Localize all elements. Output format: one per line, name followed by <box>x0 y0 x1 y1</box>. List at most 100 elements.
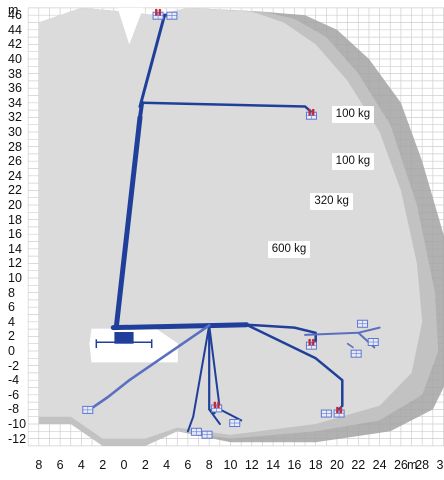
platform-basket <box>211 401 223 413</box>
y-tick-label: 2 <box>8 329 15 344</box>
y-tick-label: 24 <box>8 168 22 183</box>
y-tick-label: 22 <box>8 183 22 198</box>
envelope-top-notch <box>117 7 144 45</box>
x-tick-label: 0 <box>120 458 128 472</box>
x-tick-label: 2 <box>99 458 107 472</box>
y-tick-label: 10 <box>8 271 22 285</box>
right-arm-stub <box>346 342 354 349</box>
operator-icon <box>308 108 311 112</box>
operator-icon <box>339 406 343 410</box>
operator-icon <box>312 341 315 346</box>
platform-basket <box>357 319 369 328</box>
diagonal-arm-left <box>88 324 211 411</box>
x-tick-label: 8 <box>205 458 213 472</box>
x-tick-label: 20 <box>330 458 344 472</box>
platform-basket <box>305 338 317 350</box>
y-tick-label: 14 <box>8 241 22 256</box>
downward-arm-8m-knuckle <box>208 408 221 425</box>
main-boom-lower <box>114 114 143 328</box>
y-tick-label: -8 <box>8 402 20 417</box>
y-tick-label: 44 <box>8 22 22 37</box>
y-tick-label: 18 <box>8 212 22 227</box>
y-tick-label: 46 <box>8 8 22 23</box>
platform-positions <box>82 8 379 439</box>
platform-basket <box>367 338 379 347</box>
operator-icon <box>217 404 220 409</box>
operator-icon <box>213 404 217 409</box>
x-tick-label: 8 <box>35 458 43 472</box>
platform-basket <box>190 427 202 436</box>
outreach-arm-a <box>245 323 317 345</box>
operator-icon <box>312 111 315 116</box>
operator-icon <box>308 111 311 116</box>
capacity-label: 320 kg <box>310 193 353 211</box>
platform-basket <box>82 405 94 414</box>
y-tick-label: -4 <box>8 373 20 388</box>
x-tick-label: 18 <box>308 458 323 472</box>
y-tick-label: 0 <box>8 344 15 358</box>
x-tick-label: 6 <box>56 458 64 472</box>
x-tick-label: 4 <box>77 458 85 472</box>
x-tick-label: 24 <box>372 458 387 472</box>
x-tick-label: 2 <box>141 458 149 472</box>
y-axis-unit: m <box>8 3 19 17</box>
y-tick-label: 26 <box>8 154 22 169</box>
platform-basket <box>320 409 332 418</box>
operator-icon <box>308 338 311 342</box>
y-tick-label: 36 <box>8 81 22 96</box>
x-tick-label: 30 <box>436 458 444 472</box>
capacity-label: 100 kg <box>331 153 375 171</box>
y-tick-label: 8 <box>8 285 15 300</box>
operator-icon <box>336 406 339 410</box>
y-tick-label: 20 <box>8 198 22 212</box>
capacity-label: 600 kg <box>267 240 311 258</box>
y-tick-label: 42 <box>8 37 22 52</box>
downward-arm-low <box>186 324 211 433</box>
operator-icon <box>158 11 162 16</box>
operator-icon <box>154 8 158 12</box>
platform-basket <box>229 419 241 428</box>
operator-icon <box>308 341 311 346</box>
x-tick-label: 28 <box>415 458 430 472</box>
y-tick-label: 30 <box>8 125 22 139</box>
y-tick-label: 34 <box>8 95 22 110</box>
x-tick-label: 26 <box>393 458 408 472</box>
y-tick-label: -2 <box>8 358 20 373</box>
operator-icon <box>339 409 343 414</box>
capacity-label: 100 kg <box>331 105 375 123</box>
y-tick-label: 38 <box>8 66 22 81</box>
x-axis-unit: m <box>407 458 418 472</box>
x-tick-label: 6 <box>184 458 192 472</box>
x-tick-label: 16 <box>287 458 302 472</box>
y-tick-label: -12 <box>8 431 27 446</box>
y-tick-label: 40 <box>8 52 22 66</box>
y-tick-label: 16 <box>8 227 22 242</box>
x-tick-label: 4 <box>163 458 171 472</box>
y-tick-label: -6 <box>8 387 20 402</box>
turret <box>114 332 134 344</box>
y-tick-label: 32 <box>8 110 22 125</box>
platform-basket <box>166 11 178 20</box>
x-tick-label: 10 <box>223 458 238 472</box>
platform-basket <box>152 8 164 20</box>
platform-basket <box>333 406 345 418</box>
platform-basket <box>305 108 317 120</box>
operator-icon <box>311 108 315 112</box>
operator-icon <box>336 409 339 414</box>
main-boom-horizontal <box>110 322 249 331</box>
y-tick-label: 12 <box>8 256 22 271</box>
operator-icon <box>158 8 162 12</box>
operator-icon <box>155 11 158 16</box>
platform-basket <box>350 349 362 358</box>
y-tick-label: 6 <box>8 300 15 315</box>
x-tick-label: 12 <box>244 458 259 472</box>
x-tick-label: 14 <box>266 458 281 472</box>
operator-icon <box>311 338 315 342</box>
y-tick-label: 28 <box>8 139 22 154</box>
y-tick-label: -10 <box>8 417 27 431</box>
operator-icon <box>213 401 217 405</box>
outreach-arm-b <box>245 323 344 408</box>
platform-basket <box>201 430 213 439</box>
y-tick-label: 4 <box>8 314 15 329</box>
